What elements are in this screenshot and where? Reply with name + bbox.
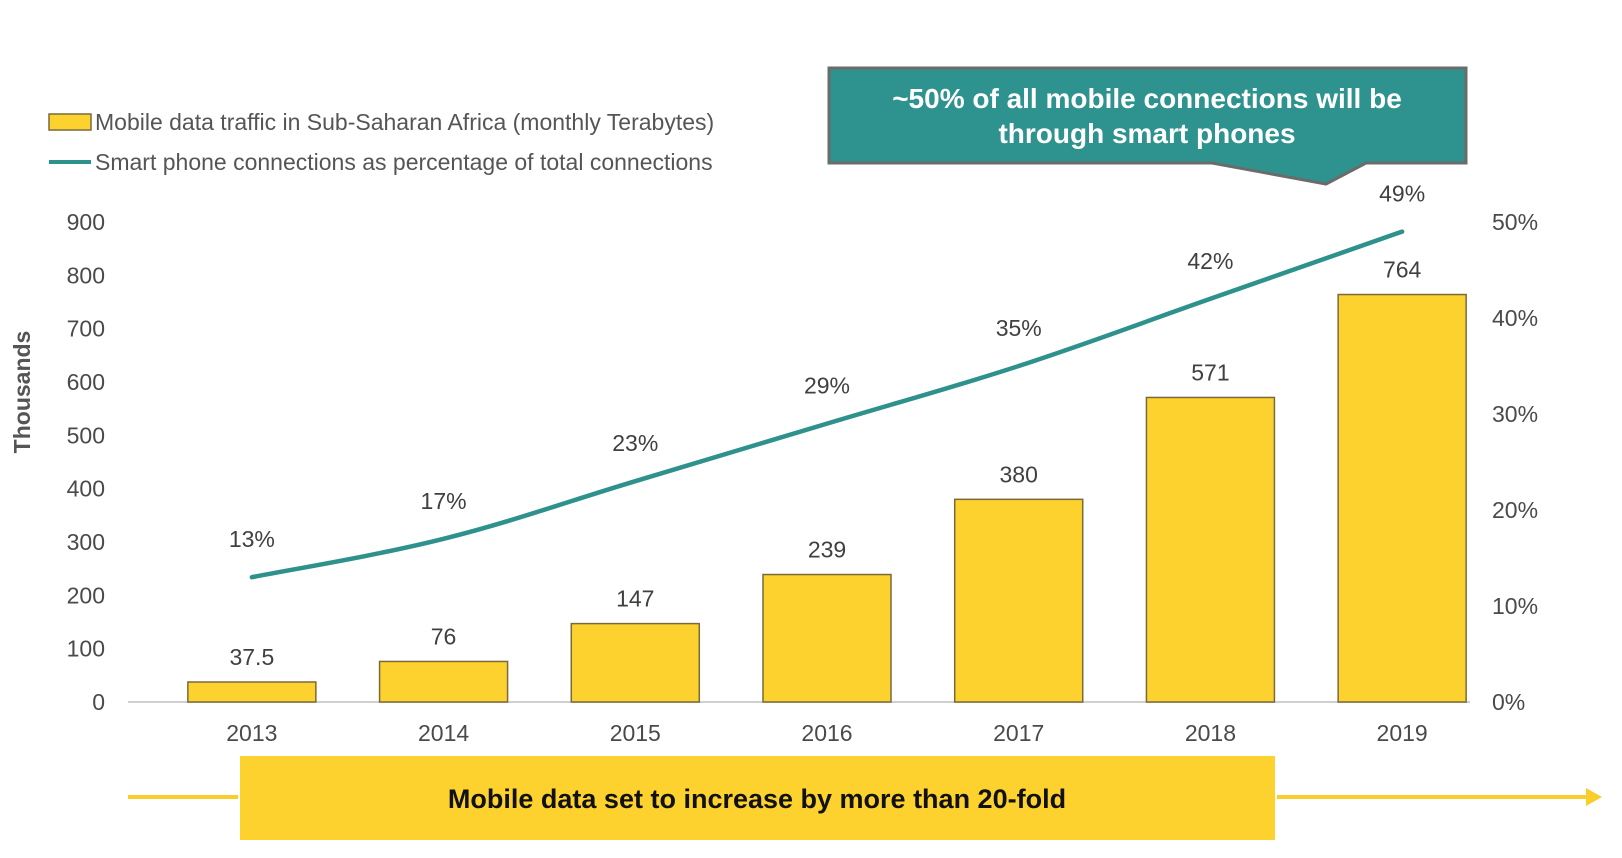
y2-tick-label: 30%	[1492, 401, 1538, 427]
bar-2018	[1145, 396, 1276, 703]
x-tick-label: 2018	[1185, 720, 1236, 746]
y2-tick-label: 20%	[1492, 497, 1538, 523]
line-value-label: 29%	[804, 373, 850, 399]
callout-shape	[827, 66, 1468, 186]
bar-2014	[378, 660, 509, 703]
x-tick-label: 2015	[610, 720, 661, 746]
y-axis-title: Thousands	[9, 331, 35, 454]
callout: ~50% of all mobile connections will be t…	[827, 66, 1468, 186]
y2-tick-label: 40%	[1492, 305, 1538, 331]
y-tick-label: 0	[92, 689, 105, 715]
y-tick-label: 800	[67, 262, 105, 288]
legend-bar-label: Mobile data traffic in Sub-Saharan Afric…	[95, 109, 714, 135]
arrow-head-icon	[1586, 788, 1602, 806]
line-value-label: 23%	[612, 430, 658, 456]
bar-2016	[762, 573, 892, 703]
x-tick-label: 2019	[1377, 720, 1428, 746]
legend-line-label: Smart phone connections as percentage of…	[95, 149, 713, 175]
x-tick-label: 2014	[418, 720, 469, 746]
y2-tick-label: 50%	[1492, 209, 1538, 235]
bar-value-label: 571	[1191, 359, 1229, 385]
x-tick-label: 2017	[993, 720, 1044, 746]
line-value-label: 17%	[421, 488, 467, 514]
callout-line-2: through smart phones	[998, 118, 1295, 149]
banner-text: Mobile data set to increase by more than…	[448, 784, 1066, 814]
y2-tick-label: 0%	[1492, 689, 1525, 715]
y-tick-label: 600	[67, 369, 105, 395]
y-tick-label: 100	[67, 636, 105, 662]
bar-value-label: 380	[1000, 461, 1038, 487]
growth-arrow	[128, 788, 1602, 806]
bar-value-label: 76	[431, 623, 457, 649]
y-tick-label: 200	[67, 582, 105, 608]
line-value-label: 13%	[229, 526, 275, 552]
y-axis-left: 0 100 200 300 400 500 600 700 800 900	[67, 209, 105, 715]
banner	[240, 756, 1275, 840]
line-series	[249, 229, 1405, 580]
bar-series	[187, 293, 1467, 703]
y-tick-label: 400	[67, 476, 105, 502]
line-value-label: 42%	[1187, 248, 1233, 274]
callout-line-1: ~50% of all mobile connections will be	[892, 83, 1402, 114]
line-value-label: 35%	[996, 315, 1042, 341]
bar-data-labels: 37.5 76 147 239 380 571 764	[229, 257, 1421, 670]
bar-value-label: 764	[1383, 257, 1422, 283]
y-tick-label: 300	[67, 529, 105, 555]
line-data-labels: 13% 17% 23% 29% 35% 42% 49%	[229, 181, 1425, 553]
y2-tick-label: 10%	[1492, 593, 1538, 619]
legend-bar-swatch	[48, 113, 92, 131]
bar-2019	[1337, 293, 1467, 703]
legend: Mobile data traffic in Sub-Saharan Afric…	[48, 109, 714, 175]
bar-value-label: 147	[616, 586, 654, 612]
y-tick-label: 500	[67, 422, 105, 448]
y-tick-label: 700	[67, 316, 105, 342]
y-tick-label: 900	[67, 209, 105, 235]
bar-value-label: 239	[808, 537, 846, 563]
smartphone-share-line	[249, 229, 1405, 580]
line-value-label: 49%	[1379, 181, 1425, 207]
x-tick-label: 2016	[801, 720, 852, 746]
bar-2015	[570, 622, 701, 703]
bar-2013	[187, 681, 317, 703]
bar-value-label: 37.5	[229, 644, 274, 670]
y-axis-right: 0% 10% 20% 30% 40% 50%	[1492, 209, 1538, 715]
x-axis: 2013 2014 2015 2016 2017 2018 2019	[226, 720, 1427, 746]
bar-2017	[953, 498, 1084, 703]
x-tick-label: 2013	[226, 720, 277, 746]
